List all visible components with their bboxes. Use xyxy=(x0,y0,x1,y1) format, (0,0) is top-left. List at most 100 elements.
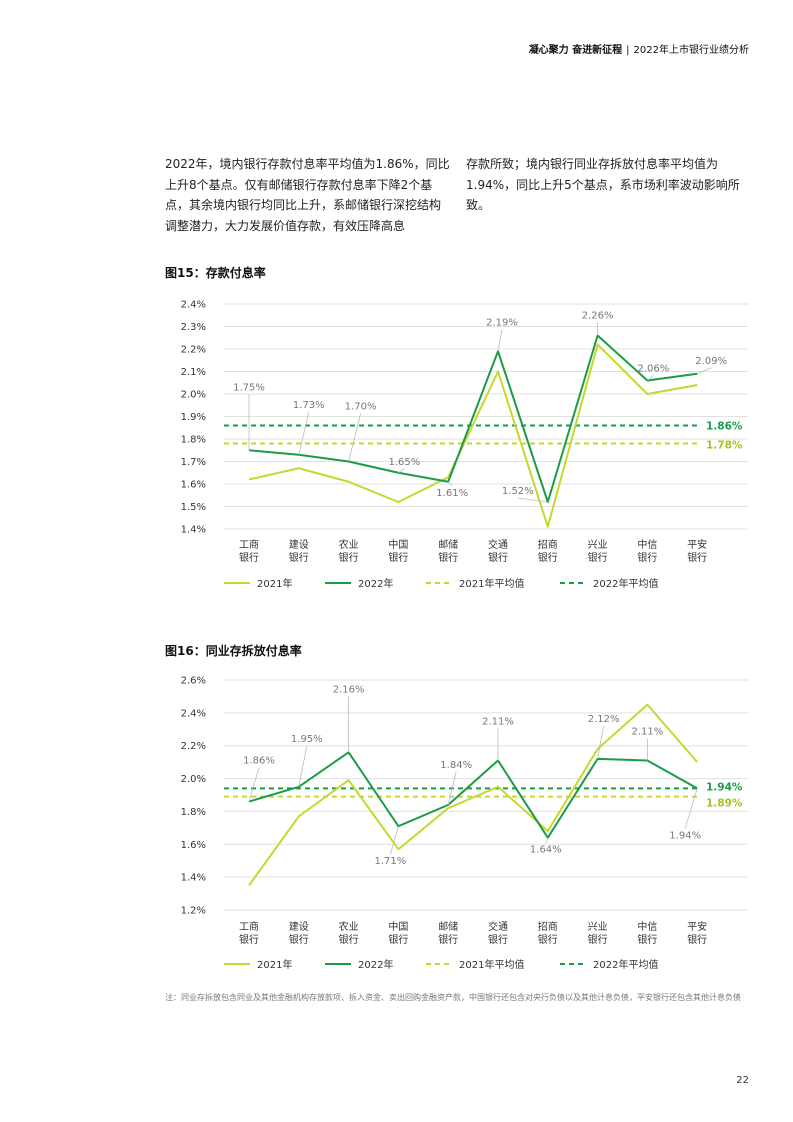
x-category-label: 建设银行 xyxy=(289,538,309,564)
data-label-leader xyxy=(298,411,310,455)
page-header: 凝心聚力 奋进新征程 | 2022年上市银行业绩分析 xyxy=(529,41,749,56)
deposit-rate-chart: 2.4% 2.3% 2.2% 2.1% 2.0% 1.9% 1.8% 1.7% 1.6% 1.5%… xyxy=(181,300,748,590)
y-tick-label: 1.8% xyxy=(181,807,206,818)
data-label-leader xyxy=(447,771,457,805)
x-category-label: 邮储银行 xyxy=(438,920,458,946)
y-tick-label: 1.7% xyxy=(181,457,206,468)
data-label: 2.12% xyxy=(588,714,620,725)
data-label-leader xyxy=(517,497,548,503)
data-label-leader xyxy=(647,375,654,381)
y-tick-label: 1.4% xyxy=(181,873,206,884)
legend-label: 2021年平均值 xyxy=(459,577,524,590)
series-line-2021 xyxy=(248,343,698,528)
series-line-2021 xyxy=(248,703,698,886)
data-label: 1.86% xyxy=(243,756,275,767)
y-tick-label: 1.6% xyxy=(181,480,206,491)
x-category-label: 邮储银行 xyxy=(438,538,458,564)
legend-label: 2022年平均值 xyxy=(593,577,658,590)
data-label-leader xyxy=(545,837,549,843)
average-label-2022: 1.94% xyxy=(706,782,743,794)
x-category-label: 中信银行 xyxy=(637,538,657,564)
data-label-leader xyxy=(697,367,712,375)
y-tick-label: 2.6% xyxy=(181,676,206,687)
legend-label: 2021年 xyxy=(257,577,292,590)
x-category-label: 兴业银行 xyxy=(588,921,608,946)
y-tick-label: 1.2% xyxy=(181,906,206,917)
x-category-label: 交通银行 xyxy=(488,538,508,564)
header-slogan: 凝心聚力 奋进新征程 xyxy=(528,45,623,56)
x-category-label: 中信银行 xyxy=(637,920,657,946)
data-label-leader xyxy=(447,481,453,487)
body-paragraph-right: 存款所致；境内银行同业存拆放付息率平均值为1.94%，同比上升5个基点，系市场利… xyxy=(466,157,740,212)
interbank-rate-chart: 2.6% 2.4% 2.2% 2.0% 1.8% 1.6% 1.4% 1.2% 工商银行 建设银行… xyxy=(181,676,748,971)
header-subtitle: 2022年上市银行业绩分析 xyxy=(633,45,749,56)
data-label: 2.06% xyxy=(638,364,670,375)
x-category-label: 招商银行 xyxy=(538,538,558,564)
x-category-label: 工商银行 xyxy=(239,920,259,946)
figure-15-title: 图15：存款付息率 xyxy=(165,266,266,280)
data-label: 1.64% xyxy=(530,845,562,856)
x-category-label: 兴业银行 xyxy=(588,539,608,564)
data-label: 1.75% xyxy=(233,382,265,393)
series-line-2022 xyxy=(248,751,698,839)
x-category-label: 平安银行 xyxy=(687,920,707,946)
data-label: 1.61% xyxy=(436,488,468,499)
y-tick-label: 1.9% xyxy=(181,412,206,423)
y-tick-label: 2.0% xyxy=(181,390,206,401)
data-label: 1.94% xyxy=(669,830,701,841)
header-separator: | xyxy=(626,45,630,56)
data-label: 2.11% xyxy=(632,727,664,738)
data-label-leader xyxy=(398,468,405,474)
y-tick-label: 1.6% xyxy=(181,840,206,851)
y-tick-label: 2.4% xyxy=(181,300,206,311)
data-label: 1.84% xyxy=(440,760,472,771)
y-tick-label: 2.4% xyxy=(181,708,206,719)
y-tick-label: 2.2% xyxy=(181,741,206,752)
data-label: 2.16% xyxy=(333,684,365,695)
page-number: 22 xyxy=(736,1075,749,1086)
legend-label: 2021年 xyxy=(257,958,292,971)
legend-label: 2022年 xyxy=(358,577,393,590)
data-label: 1.65% xyxy=(389,457,421,468)
data-label-leader xyxy=(684,788,698,829)
data-label-leader xyxy=(497,329,503,352)
legend-label: 2021年平均值 xyxy=(459,958,524,971)
data-label: 2.19% xyxy=(486,317,518,328)
y-tick-label: 1.4% xyxy=(181,525,206,536)
data-label: 2.09% xyxy=(695,356,727,367)
average-label-2021: 1.78% xyxy=(706,440,743,452)
data-label: 1.73% xyxy=(293,400,325,411)
data-label: 2.11% xyxy=(482,717,514,728)
y-tick-label: 2.3% xyxy=(181,322,206,333)
x-category-label: 工商银行 xyxy=(239,538,259,564)
data-label-leader xyxy=(298,745,308,787)
x-category-label: 中国银行 xyxy=(388,920,408,946)
data-label: 2.26% xyxy=(582,311,614,322)
y-tick-label: 2.0% xyxy=(181,774,206,785)
x-category-label: 中国银行 xyxy=(388,538,408,564)
figure-16-title: 图16：同业存拆放付息率 xyxy=(165,644,302,658)
data-label: 1.71% xyxy=(375,856,407,867)
x-category-label: 建设银行 xyxy=(289,920,309,946)
x-category-label: 农业银行 xyxy=(339,538,359,564)
data-label-leader xyxy=(597,725,604,759)
data-label: 1.52% xyxy=(502,486,534,497)
y-tick-label: 1.5% xyxy=(181,502,206,513)
data-label: 1.95% xyxy=(291,734,323,745)
body-paragraph-left: 2022年，境内银行存款付息率平均值为1.86%，同比上升8个基点。仅有邮储银行… xyxy=(165,157,450,233)
x-category-label: 交通银行 xyxy=(488,920,508,946)
series-line-2022 xyxy=(248,334,698,503)
x-category-label: 招商银行 xyxy=(538,920,558,946)
average-label-2021: 1.89% xyxy=(706,798,743,810)
x-category-label: 农业银行 xyxy=(339,920,359,946)
legend-label: 2022年平均值 xyxy=(593,958,658,971)
data-label-leader xyxy=(390,826,399,855)
x-category-label: 平安银行 xyxy=(687,538,707,564)
chart-footnote: 注：同业存拆放包含同业及其他金融机构存放款项、拆入资金、卖出回购金融资产款，中国… xyxy=(165,993,741,1002)
y-tick-label: 2.1% xyxy=(181,367,206,378)
y-tick-label: 1.8% xyxy=(181,435,206,446)
data-label-leader xyxy=(348,413,361,462)
y-tick-label: 2.2% xyxy=(181,345,206,356)
legend-label: 2022年 xyxy=(358,958,393,971)
data-label-leader xyxy=(248,767,260,802)
